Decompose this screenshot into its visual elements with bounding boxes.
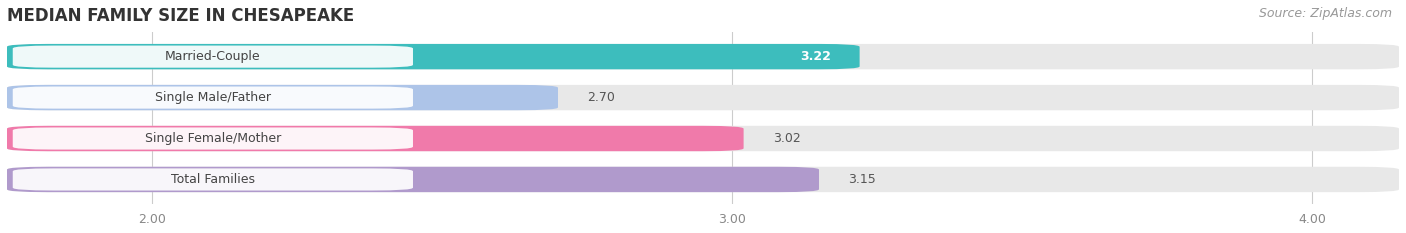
FancyBboxPatch shape xyxy=(7,85,1399,110)
FancyBboxPatch shape xyxy=(7,167,820,192)
FancyBboxPatch shape xyxy=(7,126,1399,151)
FancyBboxPatch shape xyxy=(7,44,859,69)
Text: MEDIAN FAMILY SIZE IN CHESAPEAKE: MEDIAN FAMILY SIZE IN CHESAPEAKE xyxy=(7,7,354,25)
FancyBboxPatch shape xyxy=(7,126,744,151)
Text: Single Female/Mother: Single Female/Mother xyxy=(145,132,281,145)
FancyBboxPatch shape xyxy=(13,168,413,191)
Text: 3.22: 3.22 xyxy=(800,50,831,63)
FancyBboxPatch shape xyxy=(13,127,413,150)
FancyBboxPatch shape xyxy=(13,46,413,68)
FancyBboxPatch shape xyxy=(7,85,558,110)
Text: 3.02: 3.02 xyxy=(773,132,800,145)
Text: Source: ZipAtlas.com: Source: ZipAtlas.com xyxy=(1258,7,1392,20)
Text: Married-Couple: Married-Couple xyxy=(165,50,260,63)
Text: Single Male/Father: Single Male/Father xyxy=(155,91,271,104)
Text: Total Families: Total Families xyxy=(172,173,254,186)
FancyBboxPatch shape xyxy=(7,44,1399,69)
Text: 2.70: 2.70 xyxy=(586,91,614,104)
FancyBboxPatch shape xyxy=(13,86,413,109)
FancyBboxPatch shape xyxy=(7,167,1399,192)
Text: 3.15: 3.15 xyxy=(848,173,876,186)
